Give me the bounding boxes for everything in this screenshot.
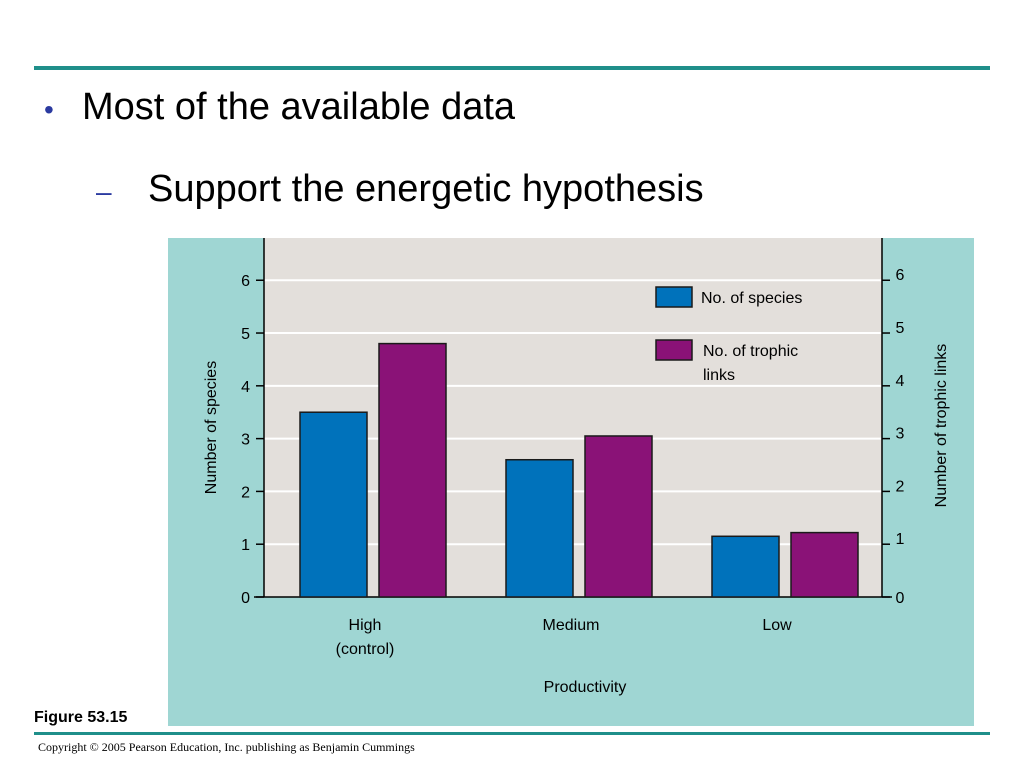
bar-trophic-links [790,531,859,598]
legend-label-trophic-links: No. of trophic links [703,343,798,384]
dash-icon: – [96,176,112,207]
bottom-divider [34,732,990,735]
category-label: Medium [543,617,600,634]
left-tick-label: 5 [241,326,250,343]
bar-chart: 0 0 1 1 2 2 3 3 4 4 5 5 6 6 High (control) Medium Low Prod… [168,238,974,726]
category-label: Low [762,617,792,634]
bar-trophic-links [584,435,653,598]
bullet-icon: • [44,94,54,125]
left-tick-label: 0 [241,590,250,607]
left-tick-label: 1 [241,537,250,554]
bar-trophic-links [378,342,447,598]
right-tick-label: 3 [896,426,905,443]
left-tick-label: 4 [241,379,250,396]
left-tick-label: 6 [241,273,250,290]
sub-bullet-point: – Support the energetic hypothesis [96,168,704,211]
legend-swatch-species [655,286,693,308]
category-label: High (control) [336,617,395,658]
top-divider [34,66,990,70]
bar-species [711,535,780,598]
left-tick-label: 3 [241,432,250,449]
bar-species [299,411,368,598]
sub-bullet-text: Support the energetic hypothesis [148,168,704,210]
right-tick-label: 4 [896,373,905,390]
right-tick-label: 5 [896,320,905,337]
y-axis-title: Number of species [203,361,220,494]
right-tick-label: 2 [896,478,905,495]
bar-species [505,458,574,598]
y-axis-right-title: Number of trophic links [933,344,950,508]
bullet-point: • Most of the available data [44,86,515,129]
figure-label: Figure 53.15 [34,709,128,726]
right-tick-label: 6 [896,267,905,284]
right-tick-label: 1 [896,531,905,548]
left-tick-label: 2 [241,484,250,501]
copyright-notice: Copyright © 2005 Pearson Education, Inc.… [38,740,415,754]
x-axis-title: Productivity [544,679,627,696]
right-tick-label: 0 [896,590,905,607]
bullet-text: Most of the available data [82,86,516,128]
legend-swatch-trophic-links [655,339,693,361]
figure-panel: 0 0 1 1 2 2 3 3 4 4 5 5 6 6 High (control) Medium Low Prod… [168,238,974,726]
legend-label-species: No. of species [701,290,802,307]
